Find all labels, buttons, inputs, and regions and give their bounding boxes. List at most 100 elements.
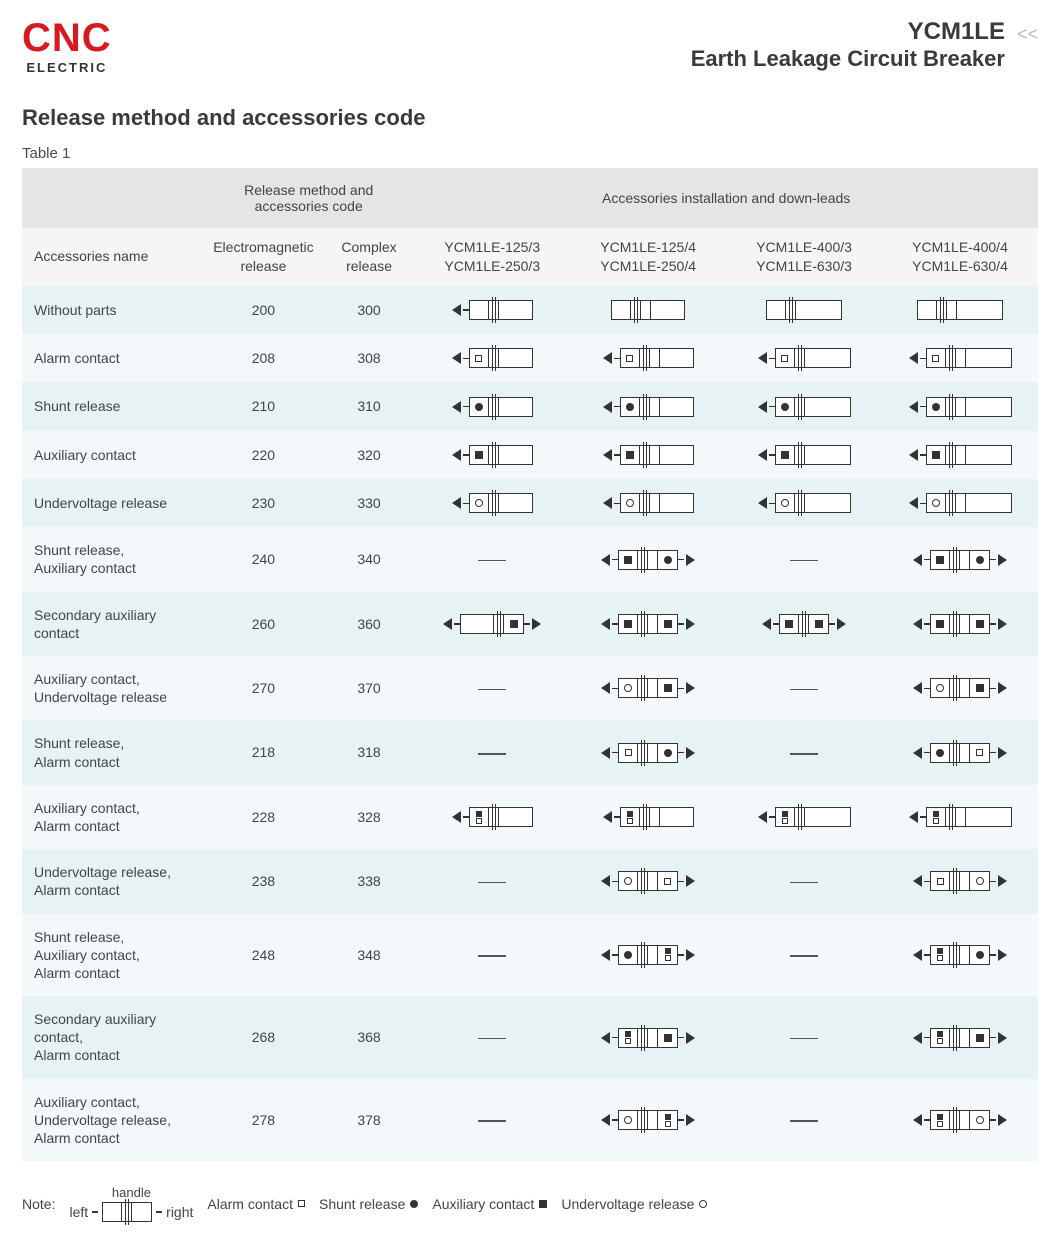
dash-icon xyxy=(478,689,506,691)
diagram-cell xyxy=(882,996,1038,1079)
right-label: right xyxy=(166,1204,193,1220)
section-title: Release method and accessories code xyxy=(22,105,1038,131)
dash-icon xyxy=(790,753,818,755)
diagram-cell xyxy=(414,334,570,382)
breaker-diagram xyxy=(913,614,1007,634)
col-em-release: Electromagnetic release xyxy=(203,228,324,286)
table-row: Secondary auxiliary contact,Alarm contac… xyxy=(22,996,1038,1079)
diagram-cell xyxy=(726,431,882,479)
code-value: 260 xyxy=(203,592,324,656)
code-value: 270 xyxy=(203,656,324,720)
code-value: 360 xyxy=(324,592,415,656)
diagram-cell xyxy=(882,382,1038,430)
dash-icon xyxy=(790,882,818,884)
accessory-name: Shunt release,Auxiliary contact,Alarm co… xyxy=(22,914,203,997)
dash-icon xyxy=(478,753,506,755)
lead-line xyxy=(156,1211,162,1213)
accessory-name: Auxiliary contact xyxy=(22,431,203,479)
breaker-diagram xyxy=(913,743,1007,763)
breaker-diagram xyxy=(909,348,1012,368)
diagram-cell xyxy=(570,479,726,527)
brand-sub: ELECTRIC xyxy=(26,60,107,75)
breaker-diagram xyxy=(909,493,1012,513)
breaker-diagram xyxy=(611,300,685,320)
breaker-diagram xyxy=(601,550,695,570)
code-value: 248 xyxy=(203,914,324,997)
table-col-header: Accessories name Electromagnetic release… xyxy=(22,228,1038,286)
diagram-cell xyxy=(726,914,882,997)
dash-icon xyxy=(478,1120,506,1122)
accessory-name: Undervoltage release xyxy=(22,479,203,527)
diagram-cell xyxy=(414,382,570,430)
accessory-name: Without parts xyxy=(22,286,203,334)
diagram-cell xyxy=(570,849,726,913)
diagram-cell xyxy=(570,527,726,591)
diagram-cell xyxy=(882,479,1038,527)
nav-next-icon[interactable]: << xyxy=(1017,24,1038,45)
breaker-diagram xyxy=(601,945,695,965)
breaker-diagram xyxy=(758,445,851,465)
diagram-cell xyxy=(882,431,1038,479)
col-name: Accessories name xyxy=(22,228,203,286)
code-value: 240 xyxy=(203,527,324,591)
group-header-codes: Release method and accessories code xyxy=(203,168,414,228)
dash-icon xyxy=(790,955,818,957)
diagram-cell xyxy=(882,785,1038,849)
diagram-cell xyxy=(414,1079,570,1162)
breaker-diagram xyxy=(601,614,695,634)
code-value: 338 xyxy=(324,849,415,913)
diagram-cell xyxy=(570,382,726,430)
code-value: 210 xyxy=(203,382,324,430)
diagram-cell xyxy=(882,286,1038,334)
diagram-cell xyxy=(570,996,726,1079)
code-value: 208 xyxy=(203,334,324,382)
breaker-diagram xyxy=(603,445,694,465)
dash-icon xyxy=(478,882,506,884)
diagram-cell xyxy=(414,720,570,784)
breaker-diagram xyxy=(913,945,1007,965)
product-name: Earth Leakage Circuit Breaker xyxy=(691,46,1005,72)
table-row: Without parts200300 xyxy=(22,286,1038,334)
product-title: YCM1LE Earth Leakage Circuit Breaker xyxy=(691,18,1005,72)
code-value: 218 xyxy=(203,720,324,784)
group-header-install: Accessories installation and down-leads xyxy=(414,168,1038,228)
lead-line xyxy=(92,1211,98,1213)
diagram-cell xyxy=(726,785,882,849)
breaker-diagram xyxy=(452,397,533,417)
breaker-diagram xyxy=(603,807,694,827)
table-row: Shunt release,Auxiliary contact240340 xyxy=(22,527,1038,591)
diagram-cell xyxy=(570,914,726,997)
col-model-1: YCM1LE-125/3YCM1LE-250/3 xyxy=(414,228,570,286)
accessories-table: Release method and accessories code Acce… xyxy=(22,168,1038,1161)
dash-icon xyxy=(478,1038,506,1040)
accessory-name: Auxiliary contact,Undervoltage release,A… xyxy=(22,1079,203,1162)
diagram-cell xyxy=(726,527,882,591)
code-value: 310 xyxy=(324,382,415,430)
code-value: 238 xyxy=(203,849,324,913)
breaker-diagram xyxy=(913,550,1007,570)
diagram-cell xyxy=(726,479,882,527)
dash-icon xyxy=(478,560,506,562)
legend-shunt: Shunt release xyxy=(319,1196,418,1212)
diagram-cell xyxy=(882,849,1038,913)
breaker-diagram xyxy=(452,445,533,465)
code-value: 328 xyxy=(324,785,415,849)
breaker-diagram xyxy=(913,1028,1007,1048)
col-complex-release: Complex release xyxy=(324,228,415,286)
diagram-cell xyxy=(570,431,726,479)
breaker-diagram xyxy=(452,493,533,513)
breaker-diagram xyxy=(909,397,1012,417)
diagram-cell xyxy=(414,996,570,1079)
col-model-4: YCM1LE-400/4YCM1LE-630/4 xyxy=(882,228,1038,286)
product-model: YCM1LE xyxy=(691,18,1005,46)
code-value: 228 xyxy=(203,785,324,849)
breaker-diagram xyxy=(758,348,851,368)
code-value: 318 xyxy=(324,720,415,784)
breaker-diagram xyxy=(601,743,695,763)
dash-icon xyxy=(790,689,818,691)
diagram-cell xyxy=(882,656,1038,720)
table-row: Undervoltage release,Alarm contact238338 xyxy=(22,849,1038,913)
note-label: Note: xyxy=(22,1196,55,1212)
diagram-cell xyxy=(414,286,570,334)
code-value: 308 xyxy=(324,334,415,382)
